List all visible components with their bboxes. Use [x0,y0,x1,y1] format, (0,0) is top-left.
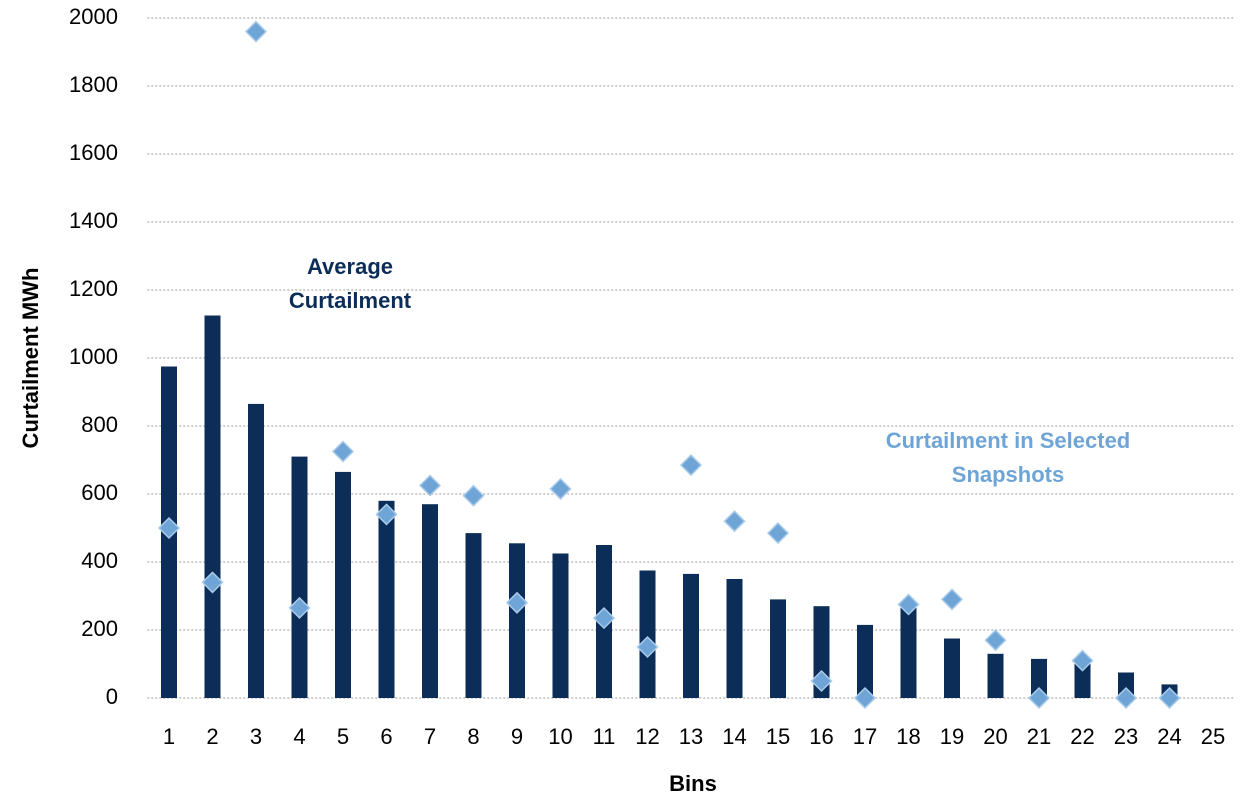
diamond-marker [1158,686,1181,710]
bar [204,315,221,698]
bar [378,500,395,698]
bar [552,553,569,698]
bar [509,543,525,698]
x-tick-label: 11 [593,724,616,749]
x-axis-label: Bins [669,771,717,796]
bar [726,579,743,698]
x-tick-label: 2 [206,724,218,749]
diamond-marker [505,591,529,614]
diamond-marker [636,635,659,659]
diamond-marker [418,474,442,497]
bar [683,573,699,698]
diamond-marker [462,484,485,507]
diamond-marker [897,593,920,616]
bar [987,653,1004,698]
x-tick-label: 15 [766,724,790,749]
x-tick-label: 21 [1027,724,1051,749]
y-axis-label: Curtailment MWh [18,268,43,449]
x-tick-label: 20 [983,724,1007,749]
diamond-marker [375,503,398,526]
x-tick-label: 23 [1114,724,1138,749]
annotation: Average Curtailment [288,254,412,313]
diamond-marker [940,588,964,611]
x-tick-label: 6 [380,724,392,749]
diamond-marker [810,669,833,693]
bar [639,570,656,698]
bar [857,624,873,698]
x-tick-label: 10 [548,724,572,749]
x-tick-label: 5 [337,724,349,749]
y-tick-label: 200 [81,616,118,641]
diamond-marker [679,454,703,477]
bar [248,403,264,698]
diamond-marker [201,571,224,594]
x-tick-label: 22 [1070,724,1094,749]
x-tick-label: 14 [722,724,746,749]
diamond-marker [766,522,790,545]
bar [1031,658,1047,698]
x-tick-label: 7 [424,724,436,749]
x-tick-label: 19 [940,724,964,749]
diamond-marker [592,607,616,630]
diamond-marker [331,440,355,463]
x-tick-label: 13 [679,724,703,749]
x-tick-label: 18 [896,724,920,749]
diamond-marker [723,510,746,533]
x-tick-label: 17 [853,724,877,749]
y-tick-label: 600 [81,480,118,505]
y-tick-label: 2000 [69,4,118,29]
x-tick-label: 9 [511,724,523,749]
x-tick-label: 16 [809,724,833,749]
y-tick-label: 1000 [69,344,118,369]
diamond-marker [853,686,877,710]
y-tick-label: 1600 [69,140,118,165]
diamond-marker [288,596,311,619]
x-tick-label: 24 [1157,724,1181,749]
diamond-marker [549,477,572,500]
y-tick-label: 1200 [69,276,118,301]
diamond-marker [244,20,268,43]
bar [900,607,917,698]
x-tick-label: 4 [293,724,305,749]
bar [422,504,438,698]
x-tick-label: 12 [635,724,659,749]
x-tick-label: 3 [250,724,262,749]
bar [1074,664,1091,698]
diamond-marker [1071,649,1094,672]
y-tick-label: 800 [81,412,118,437]
y-tick-label: 0 [106,684,118,709]
bar [291,456,308,698]
bar [335,471,351,698]
annotation: Curtailment in Selected Snapshots [885,428,1131,487]
y-tick-label: 1800 [69,72,118,97]
bar [465,533,482,698]
x-tick-label: 25 [1201,724,1225,749]
diamond-marker [1114,686,1138,710]
diamond-marker [1027,686,1051,710]
diamond-marker [984,629,1007,652]
bar [770,599,786,698]
y-tick-label: 1400 [69,208,118,233]
bar [944,638,960,698]
diamond-marker [157,516,181,540]
x-tick-label: 8 [467,724,479,749]
x-tick-label: 1 [163,724,175,749]
y-tick-label: 400 [81,548,118,573]
